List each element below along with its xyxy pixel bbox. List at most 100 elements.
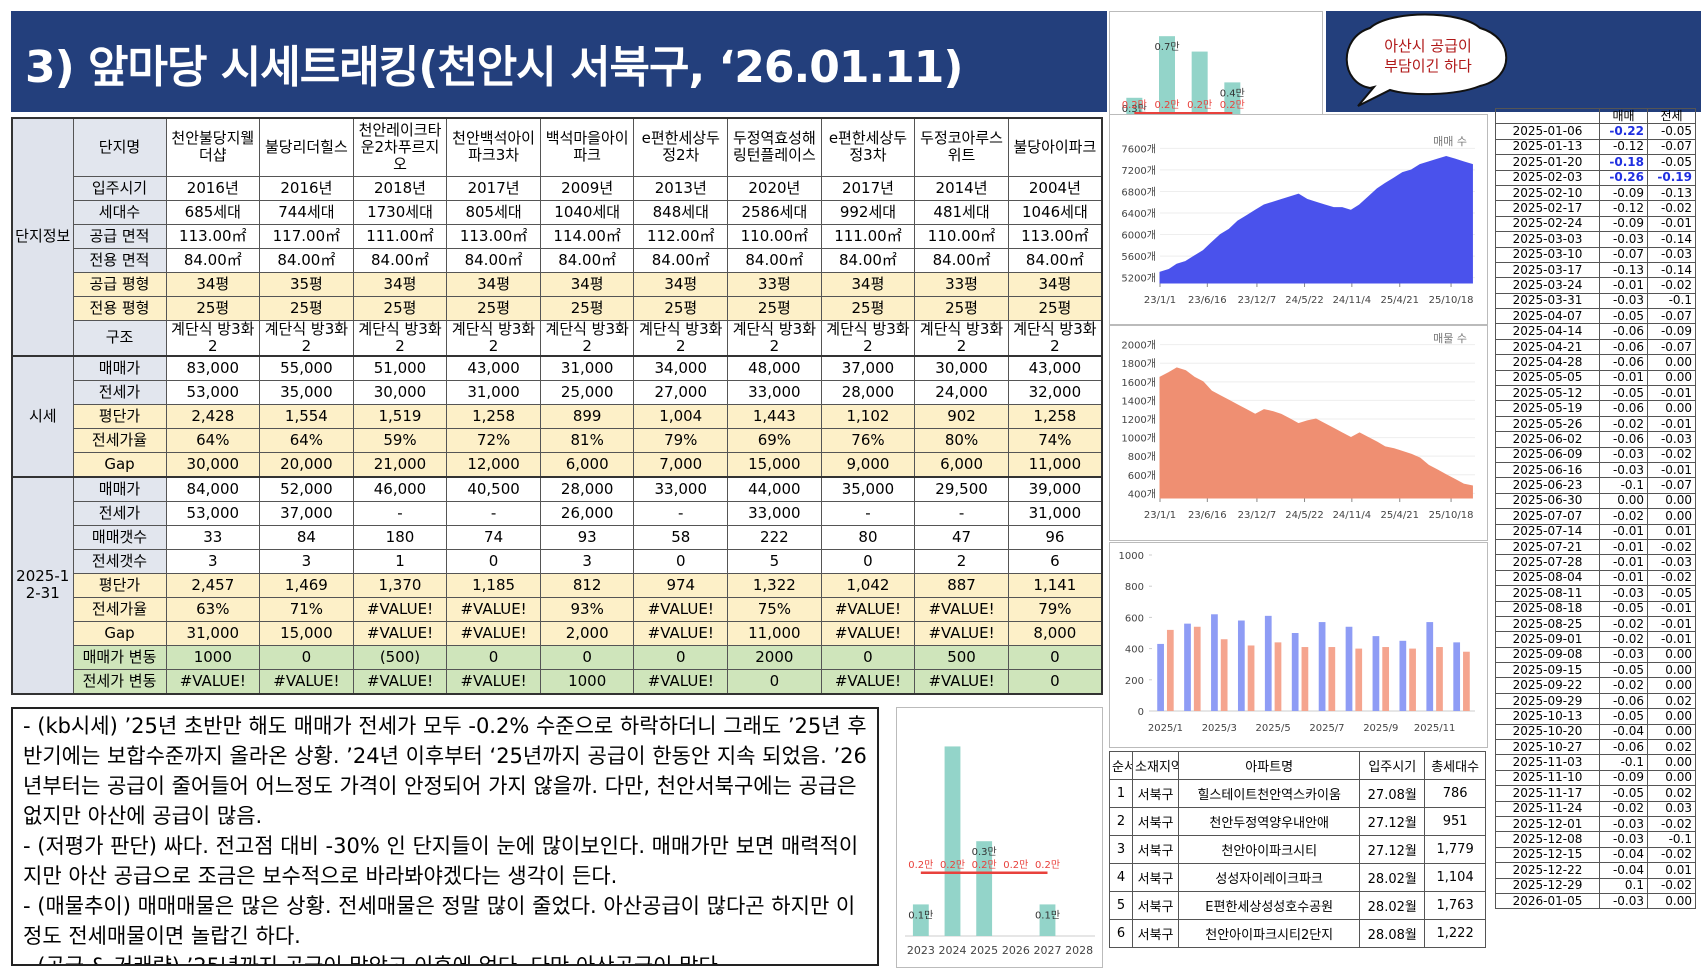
table-row: 전용 평형 25평 25평 25평 25평 25평 25평 25평 25평 25평 25평 [12,295,1103,321]
cell: 44,000 [727,476,822,502]
index-value: -0.05 [1599,600,1648,617]
cell: 117.00㎡ [259,223,354,249]
index-value: -0.14 [1647,231,1696,248]
comment-paragraph: - (kb시세) ’25년 초반만 해도 매매가 전세가 모두 -0.2% 수준… [23,714,867,828]
index-value: -0.13 [1599,261,1648,279]
x-tick-label: 2023 [907,944,935,957]
cell: 84.00㎡ [539,247,635,273]
cell: 180 [352,524,448,550]
index-value: -0.05 [1647,123,1696,140]
cell: 27,000 [633,379,729,405]
cell: 974 [633,572,729,598]
table-row: 평단가 2,457 1,469 1,370 1,185 812 974 1,322 1,042 8… [12,572,1103,598]
cell: 33,000 [727,500,822,526]
cell: 74% [1007,427,1103,453]
index-value: -0.07 [1647,338,1696,356]
cell: 1046세대 [1007,199,1103,225]
date-cell: 2025-05-19 [1495,400,1600,417]
cell: 46,000 [352,476,448,502]
cell: 63% [165,596,261,622]
index-value: -0.03 [1599,461,1648,479]
cell: #VALUE! [914,620,1009,646]
table-row: 2025-04-28 -0.06 0.00 [1495,354,1696,371]
cell: 35평 [259,271,354,297]
listing-chart: 400개 600개 800개 1000개 1200개 1400개 1600개 1800개 200… [1109,325,1488,541]
cell: 79% [1007,596,1103,622]
bar [1247,645,1255,711]
date-cell: 2025-03-24 [1495,277,1600,294]
table-row: 2025-09-08 -0.03 0.00 [1495,646,1696,664]
cell: 84.00㎡ [165,247,261,273]
index-value: 0.00 [1647,723,1696,741]
index-value: -0.05 [1599,785,1648,802]
volume-chart: 0 200 400 600 800 1000 2025/1 2025/3 2025/5 2025/… [1109,542,1488,748]
y-tick-label: 7600개 [1121,143,1156,155]
index-value: -0.03 [1599,585,1648,602]
cell: 1 [1108,779,1134,808]
cell: 3 [165,548,261,574]
cell: 31,000 [446,379,541,405]
cell: 25평 [633,295,729,321]
cell: 3 [259,548,354,574]
cell: #VALUE! [446,596,541,622]
index-value: 0.00 [1647,662,1696,679]
date-cell: 2025-10-20 [1495,723,1600,741]
bar [1166,629,1174,711]
cell: 0 [633,644,729,670]
table-row: 전세가 변동 #VALUE! #VALUE! #VALUE! #VALUE! 1000 #V… [12,668,1103,695]
index-value: -0.01 [1647,600,1696,617]
cell: 84.00㎡ [633,247,729,273]
date-cell: 2025-05-26 [1495,415,1600,433]
cell: 계단식 방3화2 [914,319,1009,357]
index-value: -0.01 [1647,631,1696,648]
cell: 35,000 [820,476,916,502]
index-value: 0.02 [1647,739,1696,756]
table-row: 2025-05-26 -0.02 -0.01 [1495,415,1696,433]
index-value: 0.02 [1647,692,1696,710]
cell: #VALUE! [820,596,916,622]
cell: 7,000 [633,451,729,478]
y-tick-label: 1600개 [1121,377,1156,389]
y-tick-label: 2000개 [1121,340,1156,352]
series-label: 매물 수 [1433,332,1467,345]
cell: 28.08월 [1359,919,1426,948]
date-cell: 2025-06-09 [1495,446,1600,463]
bar [1291,633,1299,711]
table-row: 입주시기 2016년 2016년 2018년 2017년 2009년 2013년 2020년 2… [12,175,1103,201]
cell: 21,000 [352,451,448,478]
sale-count-chart: 5200개 5600개 6000개 6400개 6800개 7200개 7600개 23/1/… [1109,114,1488,325]
cell: 1,042 [820,572,916,598]
date-cell: 2025-01-13 [1495,138,1600,156]
table-row: 2025-12-22 -0.04 0.01 [1495,862,1696,879]
table-row: 2026-01-05 -0.03 0.00 [1495,892,1696,910]
row-label: 단지명 [72,117,167,177]
cell: 34평 [165,271,261,297]
cell: 93 [539,524,635,550]
page-title: 3) 앞마당 시세트래킹(천안시 서북구, ‘26.01.11) [25,42,963,93]
cell: 0 [820,644,916,670]
index-value: -0.12 [1599,200,1648,217]
date-cell: 2025-03-31 [1495,292,1600,310]
table-row: 2025-06-09 -0.03 -0.02 [1495,446,1696,463]
row-label: 평단가 [72,403,167,429]
cell: E편한세상성성호수공원 [1178,891,1361,920]
complex-name: 불당아이파크 [1007,117,1103,177]
cell: 1,185 [446,572,541,598]
apartment-table: 순서소재지역아파트명입주시기총세대수1서북구힐스테이트천안역스카이움27.08월… [1108,751,1486,948]
row-label: 전세가 변동 [72,668,167,695]
y-tick-label: 200 [1125,676,1144,687]
date-cell: 2025-09-08 [1495,646,1600,664]
cell: 84.00㎡ [820,247,916,273]
callout-text: 아산시 공급이 [1384,37,1472,55]
bar [944,746,961,936]
cell: 34평 [1007,271,1103,297]
index-value: -0.1 [1599,477,1648,494]
cell: 33 [165,524,261,550]
y-tick-label: 5600개 [1121,251,1156,263]
date-cell: 2026-01-05 [1495,892,1600,910]
index-value: -0.02 [1647,538,1696,556]
cell: 84.00㎡ [352,247,448,273]
index-value: -0.02 [1599,415,1648,433]
date-cell: 2025-02-03 [1495,169,1600,186]
bar [1345,626,1353,711]
